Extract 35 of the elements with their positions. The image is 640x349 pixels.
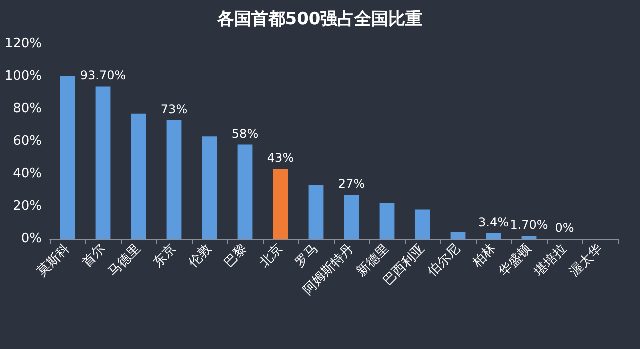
bar	[415, 210, 430, 239]
bar	[202, 136, 218, 239]
x-tick-label: 北京	[257, 242, 286, 271]
bar	[60, 76, 76, 239]
bar	[450, 232, 466, 239]
data-label: 58%	[232, 126, 259, 141]
x-tick-label: 东京	[150, 242, 180, 271]
data-label: 93.70%	[80, 68, 126, 83]
data-label: 0%	[555, 221, 574, 235]
bar	[344, 195, 360, 239]
x-tick-label: 罗马	[292, 242, 322, 271]
bar	[96, 86, 111, 239]
data-label: 3.4%	[478, 215, 509, 230]
y-tick-label: 40%	[13, 166, 42, 182]
data-label: 1.70%	[510, 218, 548, 232]
data-label: 27%	[338, 177, 366, 192]
chart-title: 各国首都500强占全国比重	[216, 10, 423, 30]
bar	[486, 233, 502, 239]
y-tick-label: 20%	[13, 199, 42, 214]
y-tick-label: 120%	[4, 36, 42, 52]
y-tick-label: 100%	[4, 69, 42, 84]
x-tick-label: 巴黎	[222, 242, 251, 271]
x-tick-label: 伦敦	[186, 242, 216, 271]
data-label: 73%	[160, 102, 188, 116]
data-label: 43%	[267, 151, 294, 166]
bar	[380, 203, 395, 239]
bar	[522, 236, 537, 239]
y-tick-label: 60%	[13, 134, 42, 149]
x-tick-label: 伯尔尼	[424, 242, 464, 281]
bar	[308, 185, 324, 239]
bar	[166, 120, 182, 239]
bar	[273, 169, 288, 239]
bar	[238, 144, 253, 239]
bar	[131, 114, 146, 239]
y-tick-label: 80%	[13, 102, 42, 116]
